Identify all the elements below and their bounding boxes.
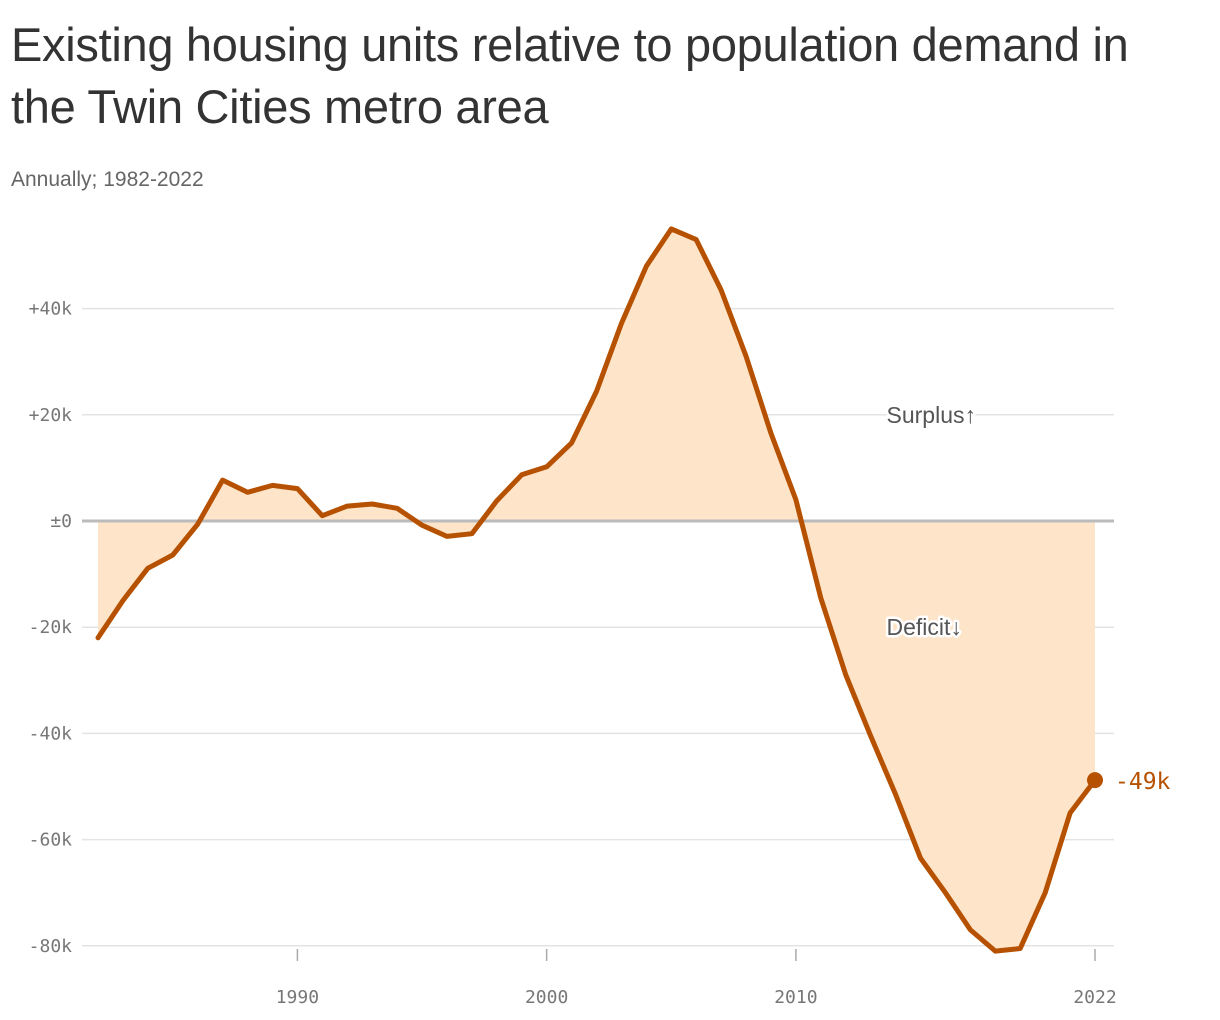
- y-tick-label: -60k: [29, 830, 73, 851]
- chart-title: Existing housing units relative to popul…: [11, 18, 1129, 133]
- area-fill-layer: [98, 228, 1095, 952]
- x-tick-label: 1990: [276, 987, 319, 1008]
- y-tick-label: +20k: [29, 405, 73, 426]
- y-tick-label: -80k: [29, 936, 73, 957]
- x-axis-labels: 1990 2000 2010 2022: [276, 949, 1117, 1008]
- x-tick-label: 2010: [774, 987, 817, 1008]
- chart-subtitle: Annually; 1982-2022: [11, 168, 204, 191]
- end-marker-layer: -49k: [1087, 769, 1171, 795]
- series-line: [95, 226, 1098, 954]
- data-line-layer: [95, 226, 1098, 954]
- x-tick-label: 2000: [525, 987, 568, 1008]
- y-tick-label: -20k: [29, 617, 73, 638]
- y-tick-label: +40k: [29, 299, 73, 320]
- area-fill: [98, 228, 1095, 952]
- annotation-label: Surplus↑: [887, 402, 976, 428]
- y-tick-label: -40k: [29, 723, 73, 744]
- end-value-label: -49k: [1115, 769, 1171, 795]
- annotations: Surplus↑ Deficit↓: [884, 399, 978, 642]
- y-tick-label: ±0: [50, 511, 72, 532]
- end-point-marker: [1087, 772, 1103, 789]
- annotation-label: Deficit↓: [887, 614, 962, 640]
- y-axis-labels: +40k +20k ±0 -20k -40k -60k -80k: [29, 299, 73, 957]
- x-tick-label: 2022: [1073, 987, 1116, 1008]
